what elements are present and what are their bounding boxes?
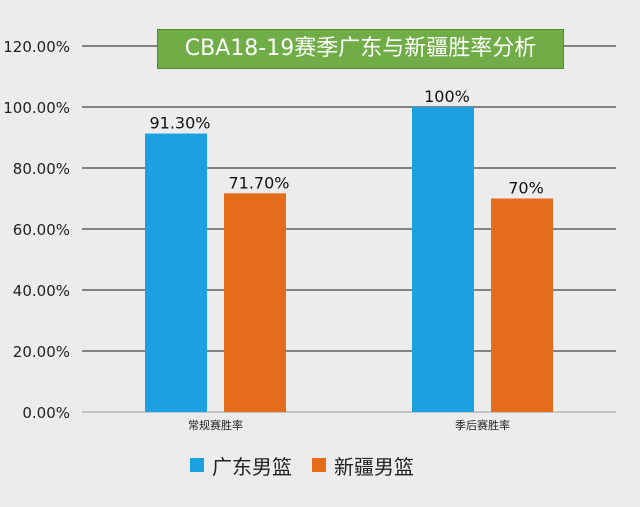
x-tick-label: 季后赛胜率 [455,418,510,432]
y-tick-label: 100.00% [3,99,70,117]
data-labels: 91.30% 71.70% 100% 70% [149,87,543,198]
data-label: 71.70% [228,173,289,192]
bars [145,107,553,412]
legend-item-guangdong: 广东男篮 [190,451,292,480]
bar-xinjiang [491,198,553,412]
legend-swatch-guangdong [190,458,204,472]
legend-item-xinjiang: 新疆男篮 [312,451,414,480]
y-tick-label: 80.00% [13,160,70,178]
y-tick-label: 60.00% [13,221,70,239]
legend-swatch-xinjiang [312,458,326,472]
x-axis-ticks: 常规赛胜率 季后赛胜率 [188,418,510,432]
chart-title: CBA18-19赛季广东与新疆胜率分析 [157,29,564,69]
data-label: 70% [508,179,544,198]
legend: 广东男篮 新疆男篮 [190,451,434,479]
bar-guangdong [412,107,474,412]
y-tick-label: 20.00% [13,343,70,361]
legend-label-xinjiang: 新疆男篮 [334,454,414,479]
y-tick-label: 0.00% [22,404,70,422]
data-label: 91.30% [149,114,210,133]
bar-guangdong [145,133,207,412]
y-tick-label: 40.00% [13,282,70,300]
y-tick-label: 120.00% [3,38,70,56]
legend-label-guangdong: 广东男篮 [212,454,292,479]
y-axis-ticks: 0.00% 20.00% 40.00% 60.00% 80.00% 100.00% 120.… [3,38,70,422]
x-tick-label: 常规赛胜率 [188,418,243,432]
data-label: 100% [424,87,470,106]
bar-xinjiang [224,193,286,412]
